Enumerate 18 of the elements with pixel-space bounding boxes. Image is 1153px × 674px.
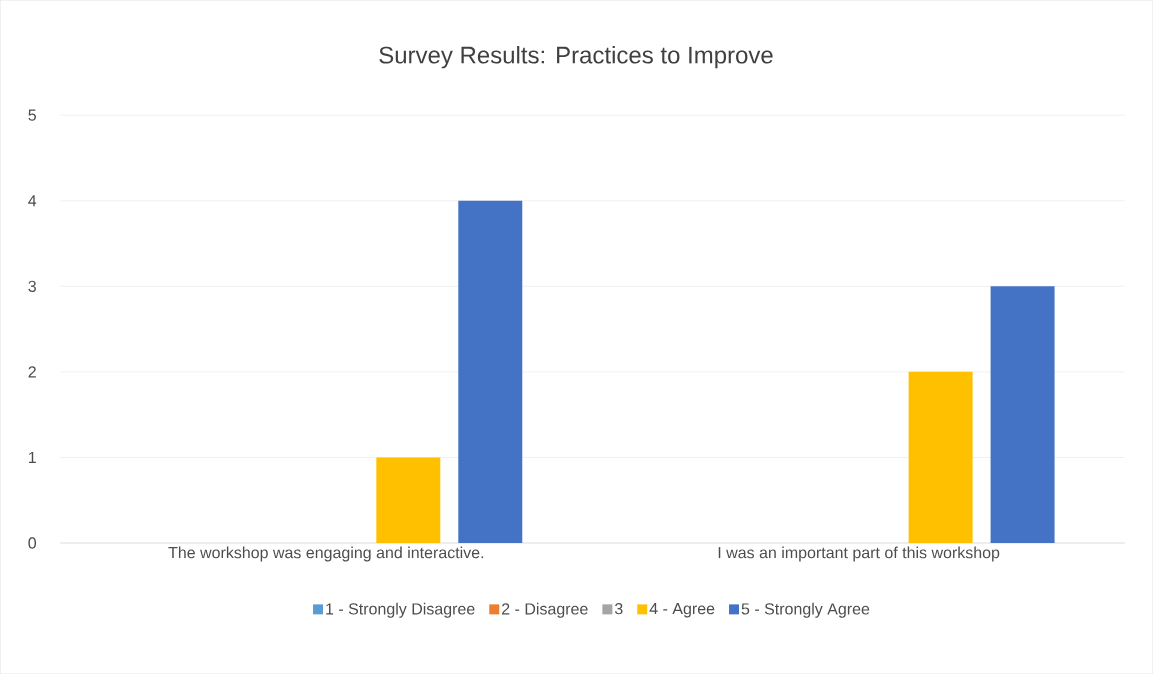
chart-title: Survey Results: Practices to Improve — [379, 45, 773, 69]
x-tick-label: The workshop was engaging and interactive. — [168, 546, 484, 562]
bar — [376, 457, 441, 543]
y-tick-label: 4 — [28, 195, 37, 207]
legend-label: 4 - Agree — [649, 603, 715, 618]
legend-label: 2 - Disagree — [502, 602, 588, 618]
y-tick-label: 1 — [28, 451, 36, 463]
legend-label: 1 - Strongly Disagree — [326, 602, 475, 618]
bar — [990, 286, 1055, 543]
y-tick-label: 3 — [28, 280, 36, 292]
legend-label: 3 — [614, 602, 623, 615]
x-tick-label: I was an important part of this workshop — [718, 546, 1000, 562]
y-tick-label: 5 — [28, 109, 36, 121]
bar — [908, 371, 973, 543]
bar — [458, 200, 523, 543]
y-tick-label: 0 — [28, 537, 37, 549]
y-tick-label: 2 — [28, 366, 36, 378]
legend-label: 5 - Strongly Agree — [741, 602, 870, 618]
